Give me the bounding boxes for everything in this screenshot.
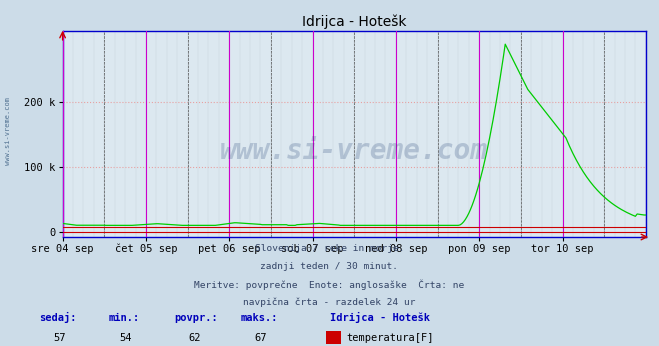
Text: 57: 57 — [53, 333, 65, 343]
Text: 62: 62 — [188, 333, 200, 343]
Title: Idrijca - Hotešk: Idrijca - Hotešk — [302, 14, 407, 29]
Text: sedaj:: sedaj: — [40, 312, 77, 323]
Text: www.si-vreme.com: www.si-vreme.com — [5, 98, 11, 165]
Text: 54: 54 — [119, 333, 131, 343]
Text: povpr.:: povpr.: — [175, 313, 218, 323]
Text: Idrijca - Hotešk: Idrijca - Hotešk — [330, 312, 430, 323]
Text: Meritve: povprečne  Enote: anglosaške  Črta: ne: Meritve: povprečne Enote: anglosaške Črt… — [194, 280, 465, 290]
Text: Slovenija / reke in morje.: Slovenija / reke in morje. — [255, 244, 404, 253]
Text: temperatura[F]: temperatura[F] — [346, 333, 434, 343]
Text: maks.:: maks.: — [241, 313, 278, 323]
Text: 67: 67 — [254, 333, 266, 343]
Text: min.:: min.: — [109, 313, 140, 323]
Text: navpična črta - razdelek 24 ur: navpična črta - razdelek 24 ur — [243, 298, 416, 307]
Text: www.si-vreme.com: www.si-vreme.com — [220, 137, 488, 165]
Text: zadnji teden / 30 minut.: zadnji teden / 30 minut. — [260, 262, 399, 271]
